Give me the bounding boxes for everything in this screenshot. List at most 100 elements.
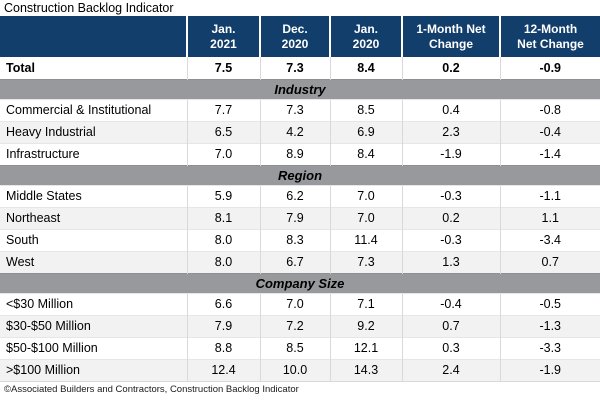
cell-value: 7.3 bbox=[329, 250, 402, 273]
cell-value: 7.3 bbox=[259, 57, 330, 79]
table-row: Commercial & Institutional 7.7 7.3 8.5 0… bbox=[0, 98, 600, 121]
cell-value: -0.3 bbox=[401, 228, 500, 251]
section-band-label: Industry bbox=[0, 78, 600, 99]
cell-value: 8.1 bbox=[186, 206, 260, 229]
section-band-region: Region bbox=[0, 164, 600, 185]
cell-value: 7.9 bbox=[186, 314, 260, 337]
cell-value: 0.4 bbox=[401, 98, 500, 121]
column-header-dec-2020: Dec. 2020 bbox=[259, 16, 330, 57]
table-row: $30-$50 Million 7.9 7.2 9.2 0.7 -1.3 bbox=[0, 314, 600, 337]
row-label: <$30 Million bbox=[0, 292, 187, 315]
cell-value: -1.9 bbox=[499, 358, 600, 381]
cell-value: 8.5 bbox=[259, 336, 330, 359]
cell-value: 8.0 bbox=[186, 228, 260, 251]
cell-value: 1.3 bbox=[401, 250, 500, 273]
cell-value: 12.1 bbox=[329, 336, 402, 359]
cell-value: 7.9 bbox=[259, 206, 330, 229]
cell-value: 0.2 bbox=[401, 206, 500, 229]
cell-value: -0.8 bbox=[499, 98, 600, 121]
row-label: South bbox=[0, 228, 187, 251]
cell-value: 4.2 bbox=[259, 120, 330, 143]
cell-value: -0.4 bbox=[401, 292, 500, 315]
table-row: Middle States 5.9 6.2 7.0 -0.3 -1.1 bbox=[0, 184, 600, 207]
cell-value: 6.7 bbox=[259, 250, 330, 273]
cell-value: 0.3 bbox=[401, 336, 500, 359]
cell-value: 8.3 bbox=[259, 228, 330, 251]
column-header-1-month-net-change: 1-Month Net Change bbox=[401, 16, 500, 57]
row-label: Heavy Industrial bbox=[0, 120, 187, 143]
cell-value: 8.5 bbox=[329, 98, 402, 121]
cell-value: 9.2 bbox=[329, 314, 402, 337]
backlog-table: Jan. 2021 Dec. 2020 Jan. 2020 1-Month Ne… bbox=[0, 16, 600, 382]
table-row: Northeast 8.1 7.9 7.0 0.2 1.1 bbox=[0, 206, 600, 229]
cell-value: 7.1 bbox=[329, 292, 402, 315]
cell-value: 6.2 bbox=[259, 184, 330, 207]
cell-value: 0.2 bbox=[401, 57, 500, 79]
row-label: $50-$100 Million bbox=[0, 336, 187, 359]
cell-value: 8.8 bbox=[186, 336, 260, 359]
column-header-jan-2021: Jan. 2021 bbox=[186, 16, 260, 57]
row-label: >$100 Million bbox=[0, 358, 187, 381]
cell-value: 14.3 bbox=[329, 358, 402, 381]
cell-value: -1.9 bbox=[401, 142, 500, 165]
cell-value: 7.0 bbox=[259, 292, 330, 315]
cell-value: -1.4 bbox=[499, 142, 600, 165]
cell-value: -0.3 bbox=[401, 184, 500, 207]
table-row: >$100 Million 12.4 10.0 14.3 2.4 -1.9 bbox=[0, 358, 600, 381]
row-label: Total bbox=[0, 57, 187, 79]
cell-value: 7.0 bbox=[186, 142, 260, 165]
cell-value: 11.4 bbox=[329, 228, 402, 251]
cell-value: 7.2 bbox=[259, 314, 330, 337]
cell-value: -1.1 bbox=[499, 184, 600, 207]
column-header-empty bbox=[0, 16, 187, 57]
section-band-company-size: Company Size bbox=[0, 272, 600, 293]
section-band-label: Company Size bbox=[0, 272, 600, 293]
table-row: West 8.0 6.7 7.3 1.3 0.7 bbox=[0, 250, 600, 273]
table-row: South 8.0 8.3 11.4 -0.3 -3.4 bbox=[0, 228, 600, 251]
cell-value: 12.4 bbox=[186, 358, 260, 381]
page-title: Construction Backlog Indicator bbox=[4, 1, 174, 15]
cell-value: -3.4 bbox=[499, 228, 600, 251]
cell-value: 8.4 bbox=[329, 142, 402, 165]
cell-value: 10.0 bbox=[259, 358, 330, 381]
source-footnote: ©Associated Builders and Contractors, Co… bbox=[4, 383, 299, 395]
cell-value: 7.0 bbox=[329, 206, 402, 229]
cell-value: 7.3 bbox=[259, 98, 330, 121]
cell-value: 8.9 bbox=[259, 142, 330, 165]
cell-value: 2.3 bbox=[401, 120, 500, 143]
cell-value: 8.4 bbox=[329, 57, 402, 79]
header-row: Jan. 2021 Dec. 2020 Jan. 2020 1-Month Ne… bbox=[0, 16, 600, 57]
table-row: <$30 Million 6.6 7.0 7.1 -0.4 -0.5 bbox=[0, 292, 600, 315]
row-label: Northeast bbox=[0, 206, 187, 229]
cell-value: 1.1 bbox=[499, 206, 600, 229]
cell-value: 7.0 bbox=[329, 184, 402, 207]
row-label: $30-$50 Million bbox=[0, 314, 187, 337]
table-row: Infrastructure 7.0 8.9 8.4 -1.9 -1.4 bbox=[0, 142, 600, 165]
section-band-label: Region bbox=[0, 164, 600, 185]
cell-value: 6.6 bbox=[186, 292, 260, 315]
row-label: West bbox=[0, 250, 187, 273]
cell-value: -0.5 bbox=[499, 292, 600, 315]
table-row: Heavy Industrial 6.5 4.2 6.9 2.3 -0.4 bbox=[0, 120, 600, 143]
cell-value: 6.9 bbox=[329, 120, 402, 143]
row-label: Middle States bbox=[0, 184, 187, 207]
row-label: Commercial & Institutional bbox=[0, 98, 187, 121]
cell-value: 7.5 bbox=[186, 57, 260, 79]
cell-value: 7.7 bbox=[186, 98, 260, 121]
cell-value: 0.7 bbox=[401, 314, 500, 337]
table-row: $50-$100 Million 8.8 8.5 12.1 0.3 -3.3 bbox=[0, 336, 600, 359]
column-header-12-month-net-change: 12-Month Net Change bbox=[499, 16, 600, 57]
cell-value: 5.9 bbox=[186, 184, 260, 207]
cell-value: -3.3 bbox=[499, 336, 600, 359]
cell-value: 6.5 bbox=[186, 120, 260, 143]
cell-value: 0.7 bbox=[499, 250, 600, 273]
cell-value: 2.4 bbox=[401, 358, 500, 381]
cell-value: 8.0 bbox=[186, 250, 260, 273]
cell-value: -1.3 bbox=[499, 314, 600, 337]
row-label: Infrastructure bbox=[0, 142, 187, 165]
cell-value: -0.9 bbox=[499, 57, 600, 79]
column-header-jan-2020: Jan. 2020 bbox=[329, 16, 402, 57]
cell-value: -0.4 bbox=[499, 120, 600, 143]
section-band-industry: Industry bbox=[0, 78, 600, 99]
